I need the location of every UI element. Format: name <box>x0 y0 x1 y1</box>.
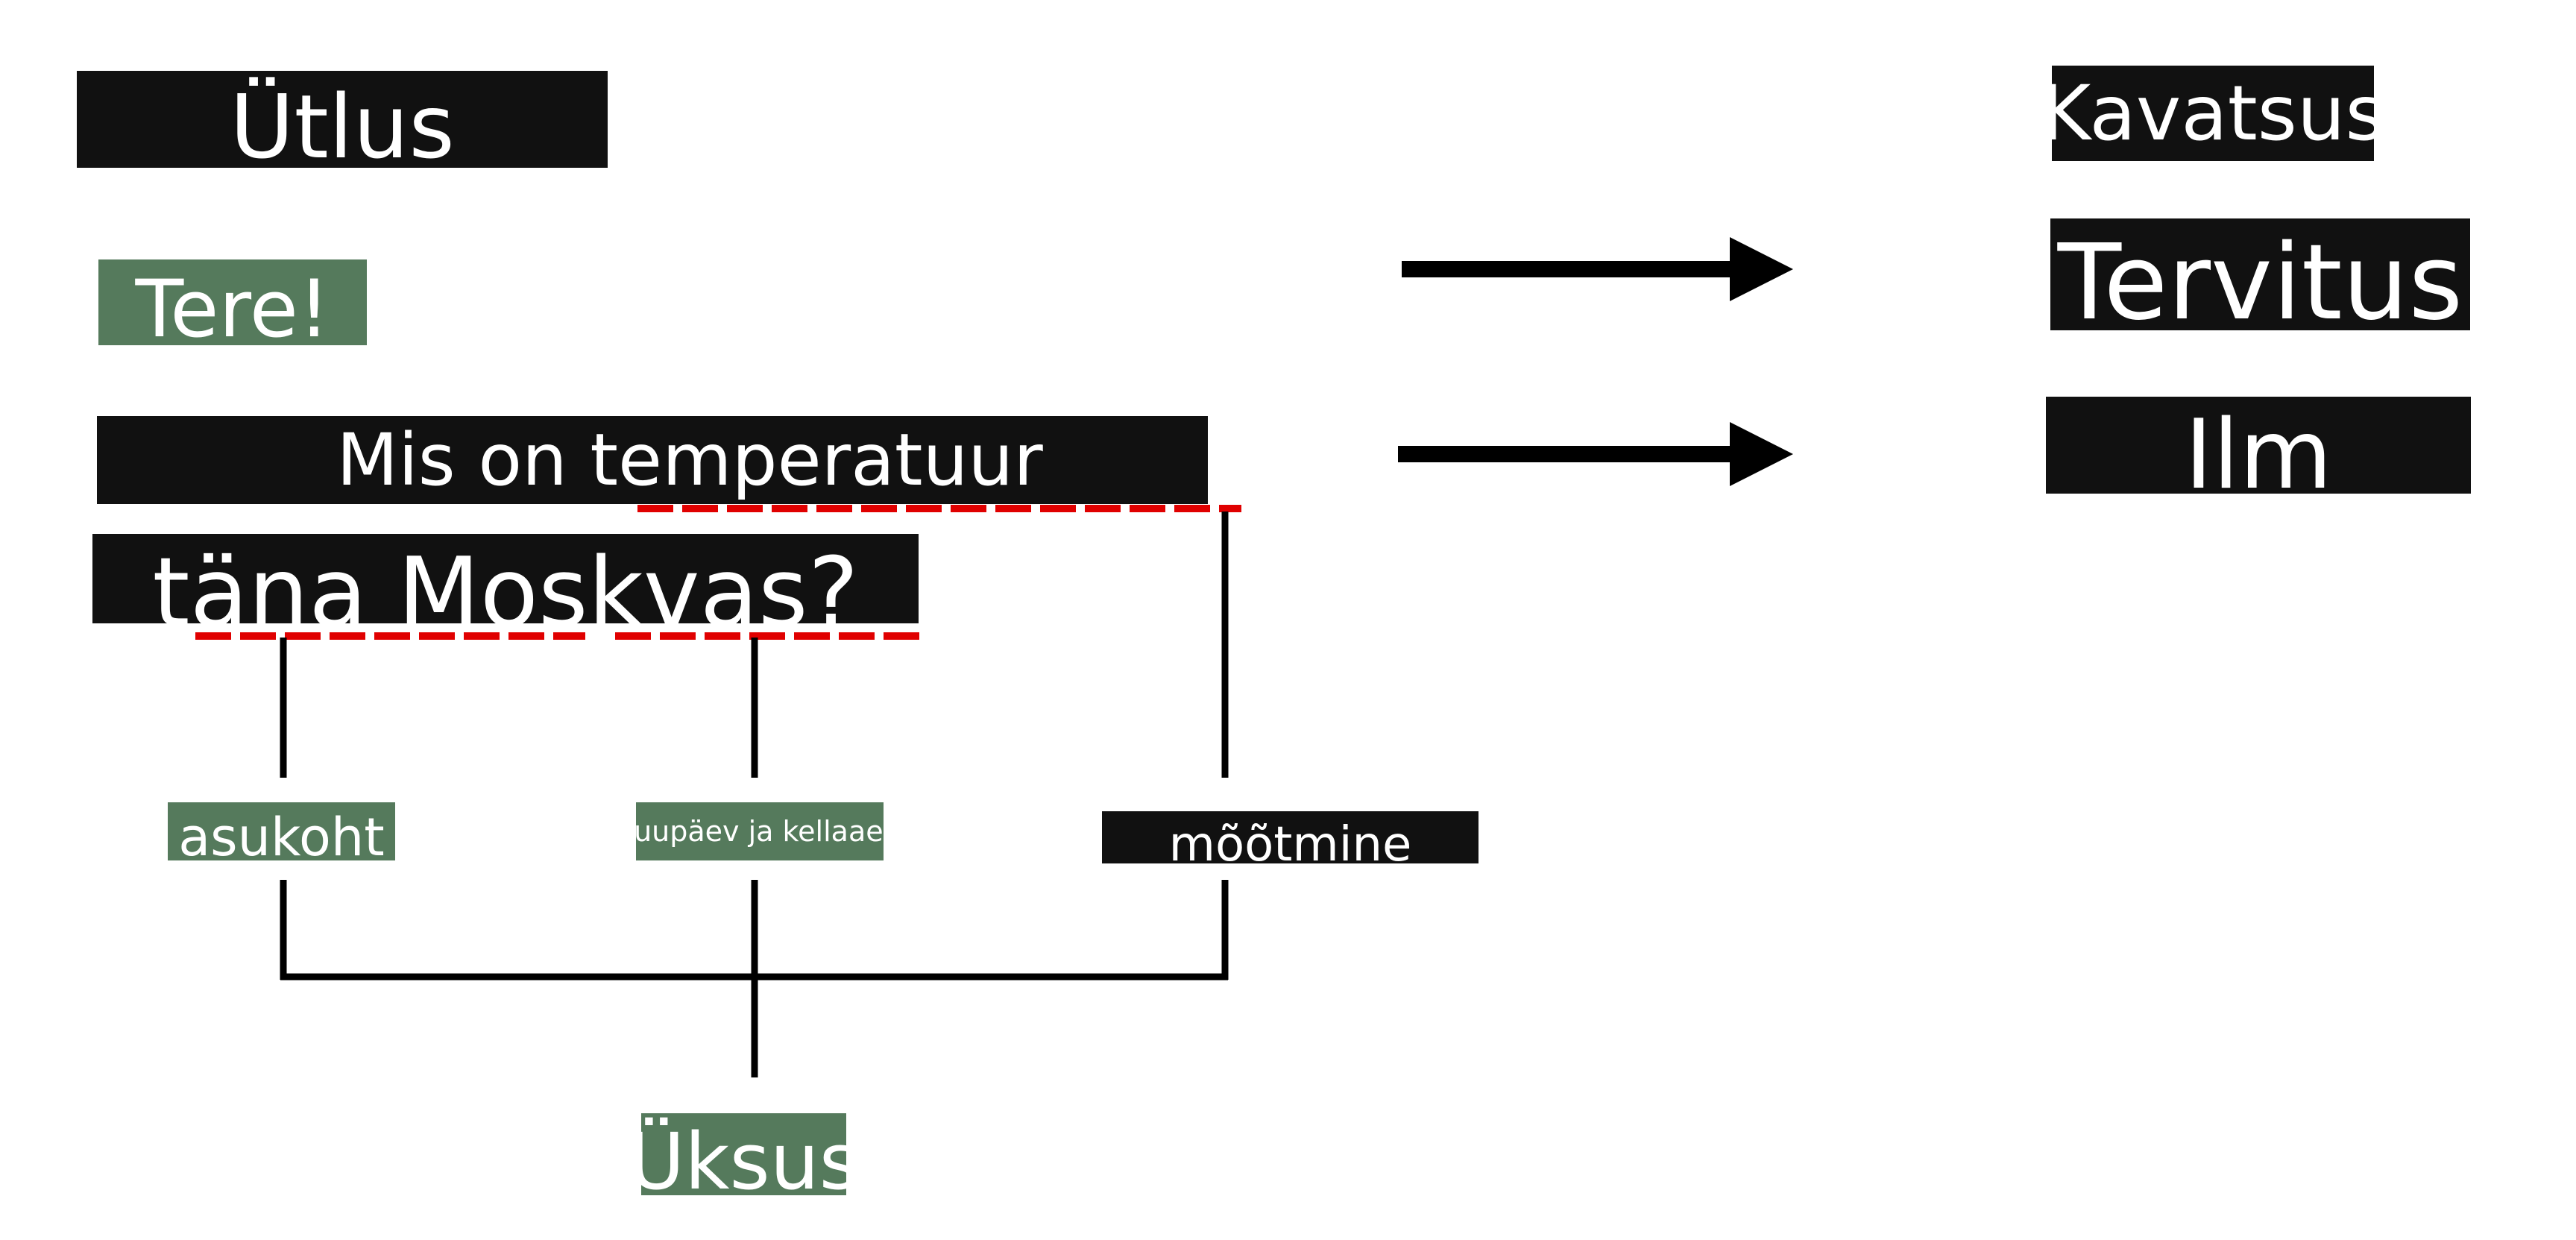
intent-heading: Kavatsus <box>2052 66 2374 161</box>
utterance-question-line1: Mis on temperatuur <box>97 416 1208 504</box>
arrow-question-to-intent <box>1398 422 1793 486</box>
entity-heading: Üksus <box>641 1113 846 1195</box>
utterance-greeting: Tere! <box>98 259 367 345</box>
entity-datetime: kuupäev ja kellaaeg <box>636 802 884 860</box>
entity-location: asukoht <box>168 802 395 860</box>
arrow-greeting-to-intent <box>1402 237 1793 301</box>
entity-measurement: mõõtmine <box>1102 811 1478 863</box>
intent-greeting: Tervitus <box>2050 218 2470 330</box>
utterance-question-line2: täna Moskvas? <box>92 534 919 623</box>
intent-weather: Ilm <box>2046 397 2471 494</box>
utterance-heading: Ütlus <box>77 71 608 168</box>
